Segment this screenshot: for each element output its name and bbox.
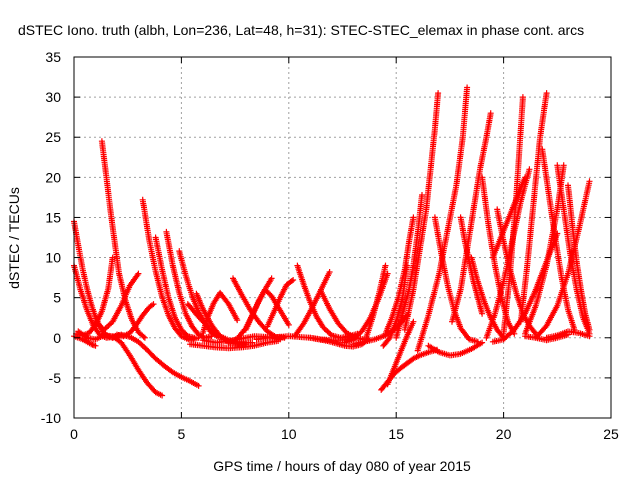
y-tick-label: 25 xyxy=(45,129,61,145)
series-arc xyxy=(176,248,224,341)
y-tick-label: 5 xyxy=(53,290,61,306)
y-tick-label: -10 xyxy=(41,410,61,426)
series-markers xyxy=(152,234,198,341)
series-markers xyxy=(565,182,593,333)
series-markers xyxy=(139,196,202,344)
series-arc xyxy=(139,196,202,344)
series-arc xyxy=(425,339,486,359)
series-arc xyxy=(363,262,389,341)
series-markers xyxy=(522,331,571,344)
series-markers xyxy=(199,289,241,336)
x-tick-label: 10 xyxy=(281,426,297,442)
series-arc xyxy=(565,182,593,333)
series-markers xyxy=(363,262,389,341)
data-marks xyxy=(71,84,593,399)
series-markers xyxy=(500,94,526,337)
series-markers xyxy=(517,90,550,325)
x-axis-label: GPS time / hours of day 080 of year 2015 xyxy=(213,458,471,474)
series-arc xyxy=(92,270,142,333)
series-arc xyxy=(393,192,425,341)
series-markers xyxy=(114,301,157,340)
series-arc xyxy=(242,286,292,333)
series-arc xyxy=(554,162,593,337)
series-markers xyxy=(393,192,425,341)
series-markers xyxy=(163,228,215,341)
series-markers xyxy=(92,270,142,333)
x-tick-label: 5 xyxy=(178,426,186,442)
series-markers xyxy=(401,90,442,333)
y-tick-label: 30 xyxy=(45,89,61,105)
x-tick-label: 15 xyxy=(388,426,404,442)
series-markers xyxy=(75,328,166,399)
series-arc xyxy=(500,94,526,337)
series-arc xyxy=(199,289,241,336)
series-arc xyxy=(152,234,198,341)
series-arc xyxy=(294,262,361,341)
series-arc xyxy=(264,277,297,330)
series-markers xyxy=(384,318,417,388)
y-tick-label: -5 xyxy=(49,370,62,386)
plot-frame xyxy=(73,56,612,419)
series-markers xyxy=(457,214,486,317)
series-arc xyxy=(382,214,417,337)
series-markers xyxy=(187,338,282,352)
series-markers xyxy=(98,138,148,341)
series-markers xyxy=(176,248,224,341)
x-tick-label: 25 xyxy=(603,426,619,442)
series-arc xyxy=(384,318,417,388)
series-arc xyxy=(114,301,157,340)
y-tick-label: 15 xyxy=(45,209,61,225)
y-tick-label: 0 xyxy=(53,330,61,346)
series-arc xyxy=(457,214,486,317)
series-markers xyxy=(425,339,486,359)
x-tick-label: 20 xyxy=(496,426,512,442)
series-markers xyxy=(264,277,297,330)
series-arc xyxy=(522,331,571,344)
series-arc xyxy=(401,90,442,333)
series-arc xyxy=(517,90,550,325)
y-tick-label: 35 xyxy=(45,49,61,65)
series-markers xyxy=(382,214,417,337)
series-arc xyxy=(75,328,166,399)
series-markers xyxy=(554,162,593,337)
y-axis-label: dSTEC / TECUs xyxy=(6,187,22,289)
series-arc xyxy=(98,138,148,341)
y-tick-label: 10 xyxy=(45,250,61,266)
series-markers xyxy=(414,84,471,354)
series-arc xyxy=(163,228,215,341)
axis-ticks: 0 5 10 15 20 25 -10 -5 0 5 10 15 20 25 30 35 xyxy=(41,49,619,442)
series-markers xyxy=(294,262,361,341)
chart-title: dSTEC Iono. truth (albh, Lon=236, Lat=48… xyxy=(18,22,584,38)
series-arc xyxy=(414,84,471,354)
y-tick-label: 20 xyxy=(45,169,61,185)
series-arc xyxy=(187,338,282,352)
series-markers xyxy=(242,286,292,333)
x-tick-label: 0 xyxy=(70,426,78,442)
